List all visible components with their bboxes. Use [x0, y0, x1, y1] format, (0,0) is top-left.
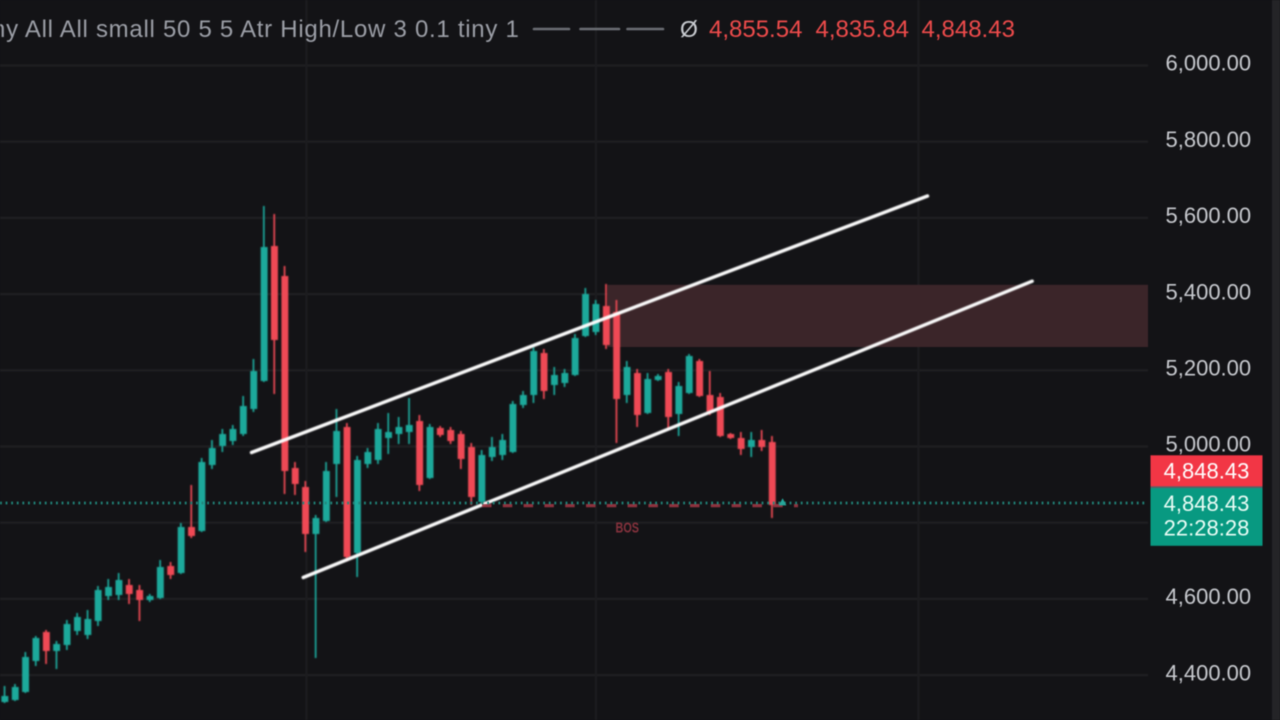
svg-text:5,800.00: 5,800.00 [1166, 127, 1252, 152]
svg-text:4,400.00: 4,400.00 [1166, 660, 1252, 685]
svg-text:4,600.00: 4,600.00 [1166, 584, 1252, 609]
svg-text:4,848.43: 4,848.43 [1164, 491, 1250, 516]
svg-text:22:28:28: 22:28:28 [1164, 516, 1250, 541]
svg-text:4,855.54: 4,855.54 [709, 16, 802, 43]
svg-text:Ø: Ø [680, 16, 698, 42]
svg-text:5,400.00: 5,400.00 [1166, 279, 1252, 304]
svg-text:4,835.84: 4,835.84 [816, 16, 909, 43]
svg-text:5,200.00: 5,200.00 [1166, 356, 1252, 381]
svg-text:5,000.00: 5,000.00 [1166, 432, 1252, 457]
svg-text:4,848.43: 4,848.43 [922, 16, 1015, 43]
svg-text:4,848.43: 4,848.43 [1164, 459, 1250, 484]
svg-text:BOS: BOS [616, 520, 640, 537]
svg-text:ny All All small 50 5 5 Atr Hi: ny All All small 50 5 5 Atr High/Low 3 0… [0, 16, 520, 43]
svg-text:6,000.00: 6,000.00 [1166, 51, 1252, 76]
svg-text:5,600.00: 5,600.00 [1166, 203, 1252, 228]
